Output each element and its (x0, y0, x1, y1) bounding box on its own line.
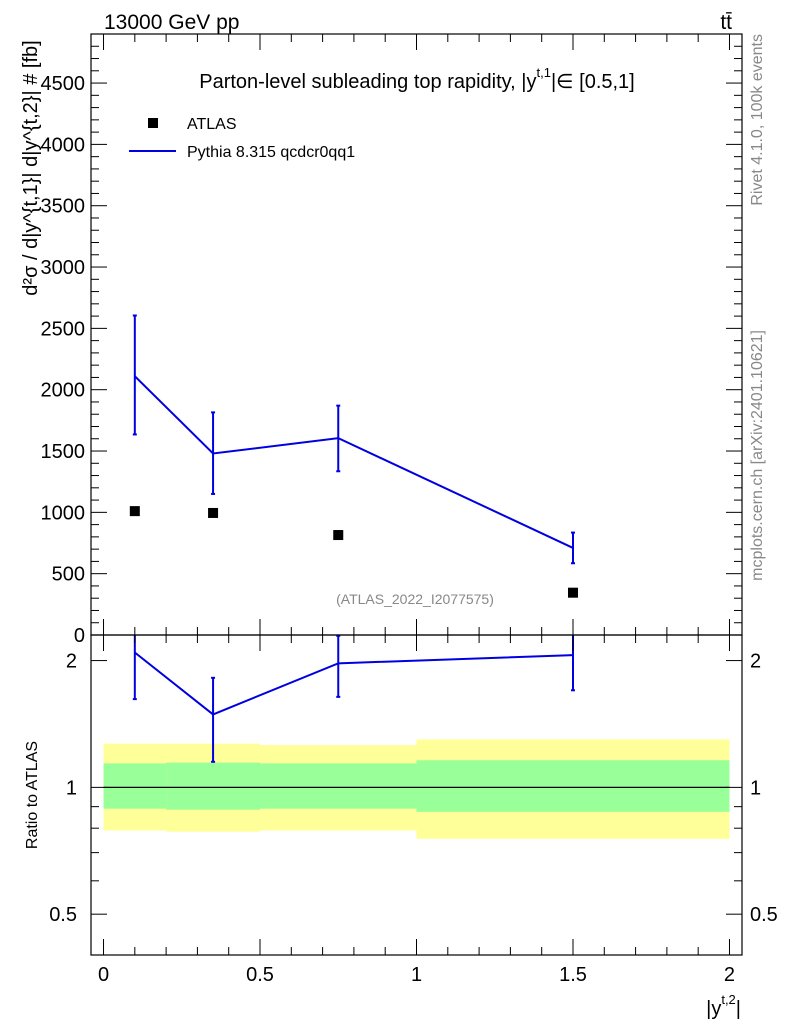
main-y-tick-label: 2500 (41, 318, 86, 340)
x-tick-label: 1.5 (559, 964, 587, 986)
main-y-tick-label: 3500 (41, 196, 86, 218)
ratio-y-tick-label: 2 (66, 651, 77, 673)
main-panel: 0 500 1000 1500 2000 2500 3000 3500 4000 4500 Par… (20, 33, 743, 647)
x-tick-label: 2 (724, 964, 735, 986)
legend-atlas-marker (148, 118, 158, 128)
main-y-tick-label: 1500 (41, 441, 86, 463)
x-axis-label: |yt,2| (706, 992, 741, 1020)
atlas-data-point (208, 507, 219, 518)
ratio-y-tick-label-right: 2 (750, 651, 761, 673)
ratio-y-tick-label: 1 (66, 777, 77, 799)
atlas-data-point (567, 587, 578, 598)
main-y-tick-label: 3000 (41, 257, 86, 279)
header-energy-label: 13000 GeV pp (104, 11, 239, 34)
ratio-y-axis-label: Ratio to ATLAS (24, 741, 41, 849)
main-y-tick-label: 500 (52, 564, 85, 586)
ratio-y-tick-label-right: 1 (750, 777, 761, 799)
legend: ATLAS Pythia 8.315 qcdcr0qq1 (129, 116, 355, 161)
plot-title: Parton-level subleading top rapidity, |y… (199, 65, 635, 93)
atlas-data-point (129, 506, 140, 517)
main-y-tick-label: 4000 (41, 134, 86, 156)
ratio-axis-ticks: 0 0.5 1 1.5 2 0.5 0.5 1 1 2 2 (49, 635, 778, 986)
x-tick-label: 0.5 (246, 964, 274, 986)
main-y-tick-label: 1000 (41, 502, 86, 524)
main-y-axis-label: d²σ / d|y^{t,1}| d|y^{t,2}| # [fb] (20, 40, 42, 295)
ratio-panel: 0 0.5 1 1.5 2 0.5 0.5 1 1 2 2 Ratio to ATLAS |yt,2… (24, 634, 778, 1020)
mcplots-label: mcplots.cern.ch [arXiv:2401.10621] (749, 330, 766, 581)
ratio-inner-band (260, 763, 417, 809)
rivet-label: Rivet 4.1.0, 100k events (749, 34, 766, 206)
analysis-watermark: (ATLAS_2022_I2077575) (336, 591, 494, 607)
ratio-series-line (134, 651, 574, 716)
main-y-tick-label: 4500 (41, 73, 86, 95)
main-y-tick-label: 2000 (41, 380, 86, 402)
header-process-label: tt̄ (720, 11, 732, 34)
legend-pythia-label: Pythia 8.315 qcdcr0qq1 (187, 144, 355, 161)
x-tick-label: 0 (98, 964, 109, 986)
ratio-y-tick-label: 0.5 (49, 904, 77, 926)
legend-atlas-label: ATLAS (187, 116, 237, 133)
x-tick-label: 1 (411, 964, 422, 986)
ratio-y-tick-label-right: 0.5 (750, 904, 778, 926)
ratio-inner-band (166, 762, 261, 810)
ratio-inner-band (416, 760, 730, 812)
ratio-inner-band (103, 763, 167, 809)
ratio-uncertainty-bands (103, 739, 730, 839)
main-data-layer (129, 314, 578, 598)
main-axis-ticks: 0 500 1000 1500 2000 2500 3000 3500 4000 4500 (41, 34, 742, 647)
main-y-tick-label: 0 (74, 625, 85, 647)
pythia-series-line (134, 375, 574, 549)
ratio-data-layer (132, 634, 575, 763)
atlas-data-point (333, 530, 344, 541)
